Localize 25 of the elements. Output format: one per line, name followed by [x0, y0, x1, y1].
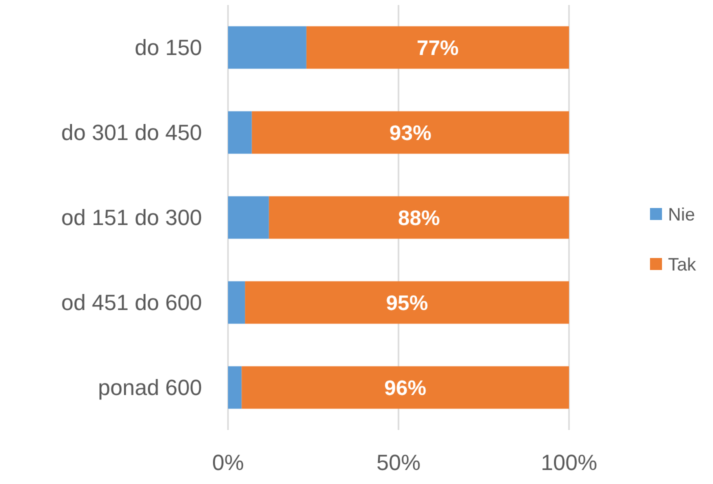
data-label: 96% [384, 376, 427, 400]
y-tick-label: od 451 do 600 [61, 290, 202, 316]
data-label: 95% [386, 292, 428, 315]
legend-label: Nie [668, 204, 696, 224]
bar [228, 111, 252, 154]
y-tick-label: do 301 do 450 [61, 120, 202, 146]
bar [228, 196, 269, 239]
bar [268, 196, 569, 239]
data-label: 93% [389, 122, 432, 145]
y-tick-label: ponad 600 [98, 375, 202, 400]
x-tick-label: 0% [212, 450, 244, 475]
bar [228, 281, 246, 324]
data-label: 77% [416, 36, 460, 60]
bar [228, 26, 306, 69]
legend-label: Tak [668, 254, 698, 274]
x-tick-label: 100% [540, 450, 598, 475]
y-tick-label: od 151 do 300 [61, 205, 202, 230]
bar [245, 281, 569, 324]
bar [252, 111, 569, 154]
bar [228, 366, 242, 409]
data-label: 88% [398, 206, 440, 230]
bar [306, 26, 569, 69]
y-tick-label: do 150 [134, 35, 202, 60]
x-tick-label: 50% [376, 450, 421, 475]
bar [242, 366, 569, 409]
